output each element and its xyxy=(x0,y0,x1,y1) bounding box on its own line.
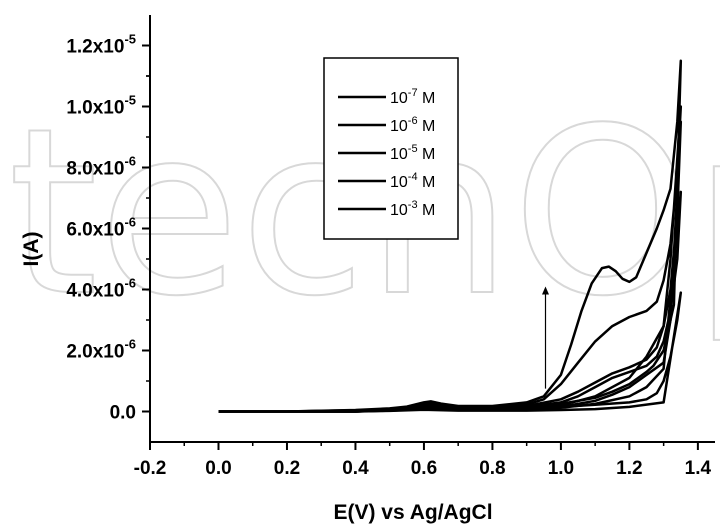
x-tick-label: 0.4 xyxy=(342,458,369,479)
legend-label-4: 10-4 M xyxy=(390,171,435,191)
x-tick-label: 0.6 xyxy=(411,458,437,479)
y-tick-label: 4.0x10-6 xyxy=(66,276,136,302)
x-axis-title: E(V) vs Ag/AgCl xyxy=(333,501,492,524)
x-tick-label: 0.0 xyxy=(205,458,231,479)
y-tick-label: 0.0 xyxy=(110,403,136,424)
y-tick-label: 1.0x10-5 xyxy=(66,93,136,119)
series-line-5 xyxy=(218,59,683,413)
x-tick-label: 1.4 xyxy=(685,458,712,479)
x-tick-label: 1.0 xyxy=(548,458,574,479)
x-tick-label: 1.2 xyxy=(616,458,642,479)
annotation-layer xyxy=(542,286,549,389)
legend-label-1: 10-7 M xyxy=(390,87,435,107)
y-tick-label: 2.0x10-6 xyxy=(66,337,136,363)
arrow-head xyxy=(542,286,549,295)
legend-label-2: 10-6 M xyxy=(390,115,435,135)
legend: 10-7 M 10-6 M 10-5 M 10-4 M 10-3 M xyxy=(323,57,459,240)
y-axis-title: I(A) xyxy=(20,232,43,267)
x-tick-label: -0.2 xyxy=(134,458,167,479)
legend-label-5: 10-3 M xyxy=(390,199,435,219)
legend-label-3: 10-5 M xyxy=(390,143,435,163)
y-tick-label: 1.2x10-5 xyxy=(66,32,136,58)
axes: -0.2 0.0 0.2 0.4 0.6 0.8 1.0 1.2 1.4 0.0 2.0x10-6 4… xyxy=(66,15,715,479)
y-tick-label: 8.0x10-6 xyxy=(66,154,136,180)
x-tick-label: 0.2 xyxy=(274,458,300,479)
y-tick-label: 6.0x10-6 xyxy=(66,215,136,241)
x-tick-label: 0.8 xyxy=(479,458,505,479)
series-layer xyxy=(218,59,683,413)
